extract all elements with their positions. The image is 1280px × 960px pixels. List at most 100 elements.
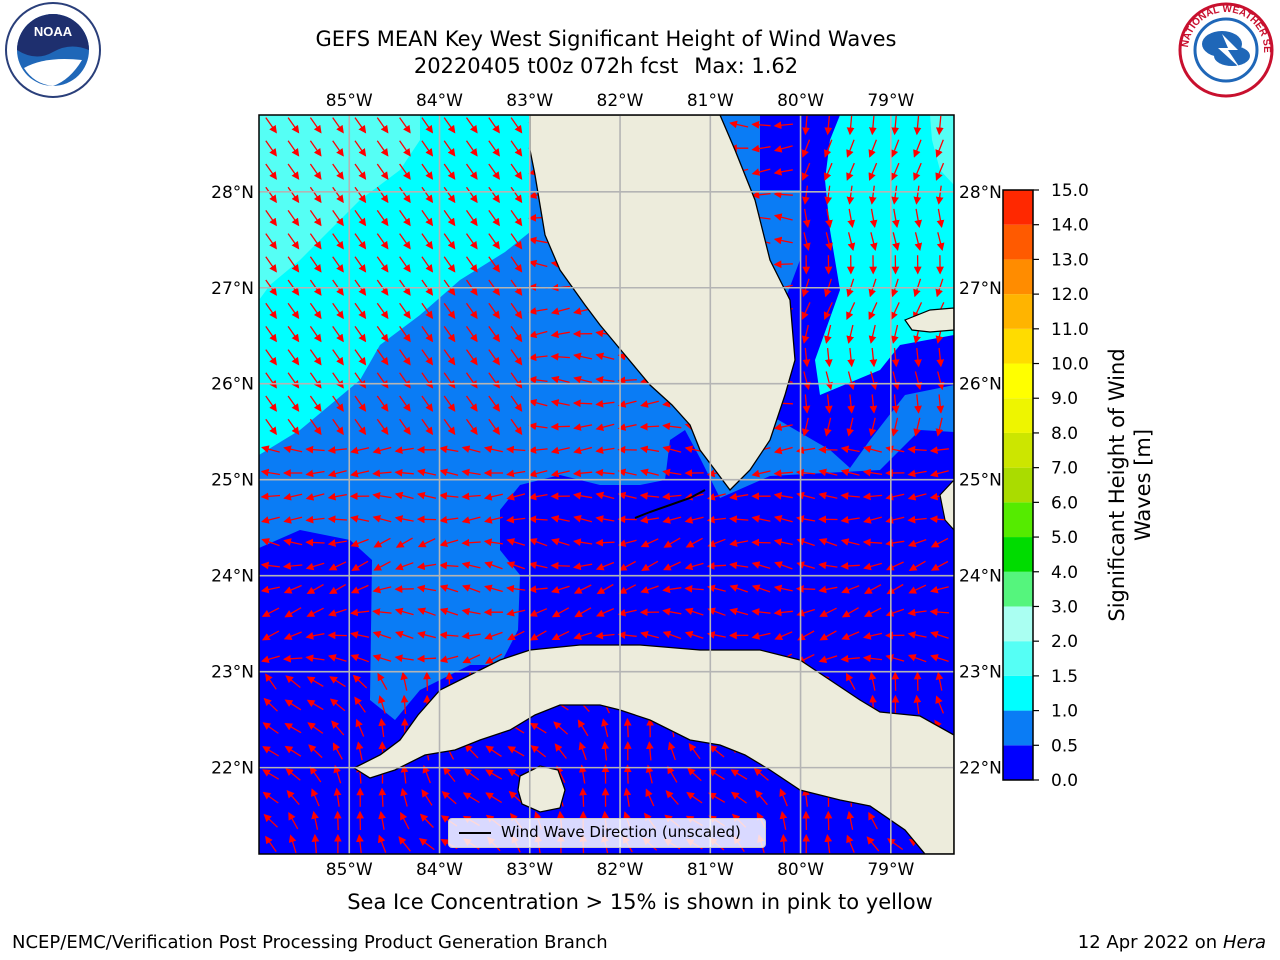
wave-direction-arrow	[846, 115, 855, 136]
wave-direction-arrow	[623, 717, 632, 738]
wave-direction-arrow	[488, 395, 500, 412]
legend-line-swatch	[459, 832, 491, 834]
wave-direction-arrow	[862, 654, 883, 663]
wave-direction-arrow	[287, 256, 300, 273]
wave-direction-arrow	[640, 630, 659, 639]
wave-direction-arrow	[461, 607, 481, 616]
wave-direction-arrow	[684, 562, 704, 571]
wave-direction-arrow	[823, 139, 833, 158]
wave-direction-arrow	[556, 765, 566, 783]
wave-direction-arrow	[307, 722, 324, 734]
wave-direction-arrow	[528, 469, 548, 478]
wave-direction-arrow	[332, 140, 344, 157]
wave-direction-arrow	[729, 515, 749, 524]
wave-direction-arrow	[283, 445, 303, 454]
wave-direction-arrow	[863, 607, 882, 617]
wave-direction-arrow	[729, 584, 749, 593]
wave-direction-arrow	[510, 395, 523, 412]
wave-direction-arrow	[461, 631, 481, 640]
wave-direction-arrow	[595, 538, 615, 547]
wave-direction-arrow	[443, 326, 456, 343]
wave-direction-arrow	[309, 210, 322, 227]
wave-direction-arrow	[818, 491, 838, 500]
wave-direction-arrow	[729, 120, 749, 129]
wave-direction-arrow	[265, 233, 277, 250]
wave-direction-arrow	[265, 372, 277, 389]
wave-direction-arrow	[306, 699, 324, 711]
wave-direction-arrow	[914, 208, 922, 228]
wave-direction-arrow	[573, 632, 592, 640]
wave-direction-arrow	[333, 764, 342, 784]
wave-direction-arrow	[439, 631, 459, 640]
wave-direction-arrow	[841, 607, 859, 618]
lat-label-left: 27°N	[211, 279, 254, 299]
wave-direction-arrow	[773, 145, 793, 153]
wave-direction-arrow	[885, 445, 905, 454]
wave-direction-arrow	[354, 210, 367, 227]
wave-direction-arrow	[825, 232, 833, 251]
wave-direction-arrow	[640, 538, 659, 548]
wave-direction-arrow	[376, 418, 389, 436]
wave-direction-arrow	[260, 468, 281, 477]
wave-direction-arrow	[891, 185, 899, 205]
wave-direction-arrow	[779, 810, 788, 830]
wave-direction-arrow	[354, 256, 367, 273]
wave-direction-arrow	[684, 516, 704, 524]
max-value: Max: 1.62	[694, 54, 799, 78]
legend-label: Wind Wave Direction (unscaled)	[501, 823, 741, 841]
wave-direction-arrow	[935, 417, 944, 437]
wave-direction-arrow	[824, 115, 833, 136]
wave-direction-arrow	[354, 696, 366, 713]
wave-direction-arrow	[846, 324, 855, 344]
wave-direction-arrow	[510, 117, 523, 134]
map-frame	[258, 114, 955, 855]
wave-direction-arrow	[283, 584, 302, 594]
wave-direction-arrow	[465, 186, 478, 204]
wave-direction-arrow	[443, 233, 456, 250]
wave-direction-arrow	[283, 631, 302, 640]
lat-label-left: 26°N	[211, 375, 254, 395]
wave-direction-arrow	[862, 468, 883, 477]
wave-direction-arrow	[376, 117, 389, 134]
wave-direction-arrow	[662, 607, 682, 616]
wave-direction-arrow	[751, 120, 771, 129]
wave-direction-arrow	[354, 233, 367, 250]
wave-direction-arrow	[551, 630, 570, 641]
wave-direction-arrow	[464, 743, 479, 759]
wave-direction-arrow	[617, 468, 637, 477]
wave-direction-arrow	[399, 302, 411, 320]
wave-direction-arrow	[399, 395, 411, 412]
wave-direction-arrow	[462, 654, 481, 664]
wave-direction-arrow	[840, 445, 860, 454]
wave-direction-arrow	[484, 561, 503, 570]
wave-direction-arrow	[596, 608, 615, 617]
wave-direction-arrow	[623, 764, 632, 784]
wave-direction-arrow	[400, 787, 408, 807]
wave-direction-arrow	[510, 372, 523, 389]
map-legend: Wind Wave Direction (unscaled)	[448, 818, 766, 848]
wave-direction-arrow	[891, 417, 899, 437]
bahamas-land	[904, 307, 954, 333]
wave-direction-arrow	[662, 468, 682, 477]
wave-direction-arrow	[573, 446, 593, 455]
lon-label-top: 80°W	[777, 91, 824, 111]
wave-direction-arrow	[550, 399, 570, 407]
colorbar-segment	[1003, 294, 1033, 329]
colorbar-tick-label: 11.0	[1051, 320, 1089, 340]
wave-direction-arrow	[332, 186, 344, 204]
wave-direction-arrow	[801, 162, 811, 181]
wave-direction-arrow	[803, 371, 811, 391]
wave-direction-arrow	[773, 121, 793, 130]
wave-direction-arrow	[378, 695, 386, 714]
wave-direction-arrow	[488, 418, 500, 436]
wave-direction-arrow	[483, 538, 503, 547]
wave-direction-arrow	[260, 492, 281, 501]
wave-direction-arrow	[595, 423, 615, 432]
wave-direction-arrow	[751, 144, 771, 153]
colorbar-tick-label: 14.0	[1051, 216, 1089, 236]
wave-direction-arrow	[417, 607, 436, 616]
wave-direction-arrow	[421, 789, 433, 806]
wave-direction-arrow	[305, 538, 325, 547]
wave-direction-arrow	[868, 417, 877, 437]
wave-direction-arrow	[618, 584, 637, 594]
